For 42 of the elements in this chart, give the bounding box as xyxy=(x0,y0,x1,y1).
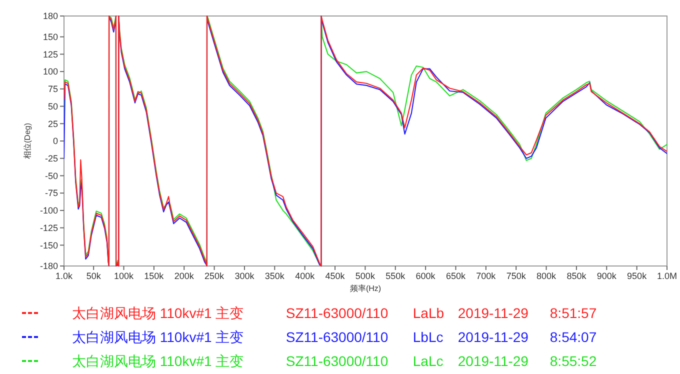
x-tick-label: 350k xyxy=(264,271,285,281)
y-tick-label: 100 xyxy=(42,66,58,77)
y-tick-label: 0 xyxy=(52,136,58,146)
text: 太白湖风电场 110kv#1 主变 SZ11-63000/110 LaLb 2019-11-29 8:51:57 xyxy=(72,304,597,321)
y-tick-label: -150 xyxy=(40,240,58,250)
y-tick-label: 150 xyxy=(42,32,58,42)
y-tick-label: 75 xyxy=(48,84,58,94)
x-tick-label: 400k xyxy=(295,271,316,281)
x-tick-label: 550k xyxy=(386,271,406,281)
x-tick-label: 850k xyxy=(566,271,587,281)
x-tick-label: 1.0M xyxy=(656,271,678,281)
line-series xyxy=(64,15,667,267)
text: 太白湖风电场 110kv#1 主变 SZ11-63000/110 LbLc 2019-11-29 8:54:07 xyxy=(72,328,597,345)
y-tick-label: -75 xyxy=(44,188,58,198)
x-tick-label: 700k xyxy=(476,271,496,281)
y-tick-label: 50 xyxy=(48,101,58,112)
y-tick-label: 180 xyxy=(42,11,58,22)
x-tick-label: 750k xyxy=(506,271,526,281)
y-tick-label: -125 xyxy=(40,222,58,233)
x-tick-label: 300k xyxy=(234,271,255,281)
x-tick-label: 900k xyxy=(596,271,617,281)
x-tick-label: 100k xyxy=(114,271,134,281)
y-tick-label: 125 xyxy=(42,49,58,60)
text: 太白湖风电场 110kv#1 主变 SZ11-63000/110 LaLc 2019-11-29 8:55:52 xyxy=(72,352,597,369)
x-axis-title: 频率(Hz) xyxy=(350,284,382,293)
x-tick-label: 450k xyxy=(325,271,346,281)
y-tick-label: -25 xyxy=(44,154,58,164)
y-axis-title: 相位(Deg) xyxy=(23,122,32,160)
x-tick-label: 1.0k xyxy=(55,271,74,281)
x-tick-label: 250k xyxy=(204,271,225,281)
x-tick-label: 800k xyxy=(536,271,557,281)
x-tick-label: 150k xyxy=(144,271,164,281)
x-tick-label: 950k xyxy=(627,271,648,281)
x-tick-label: 50k xyxy=(86,271,102,281)
y-tick-label: -50 xyxy=(44,170,58,181)
x-tick-label: 600k xyxy=(416,271,436,281)
y-tick-label: -100 xyxy=(40,206,58,216)
x-tick-label: 200k xyxy=(174,271,194,281)
x-tick-label: 500k xyxy=(355,271,376,281)
x-tick-label: 650k xyxy=(446,271,466,281)
y-tick-label: 25 xyxy=(48,118,58,129)
y-tick-label: -180 xyxy=(40,261,58,272)
